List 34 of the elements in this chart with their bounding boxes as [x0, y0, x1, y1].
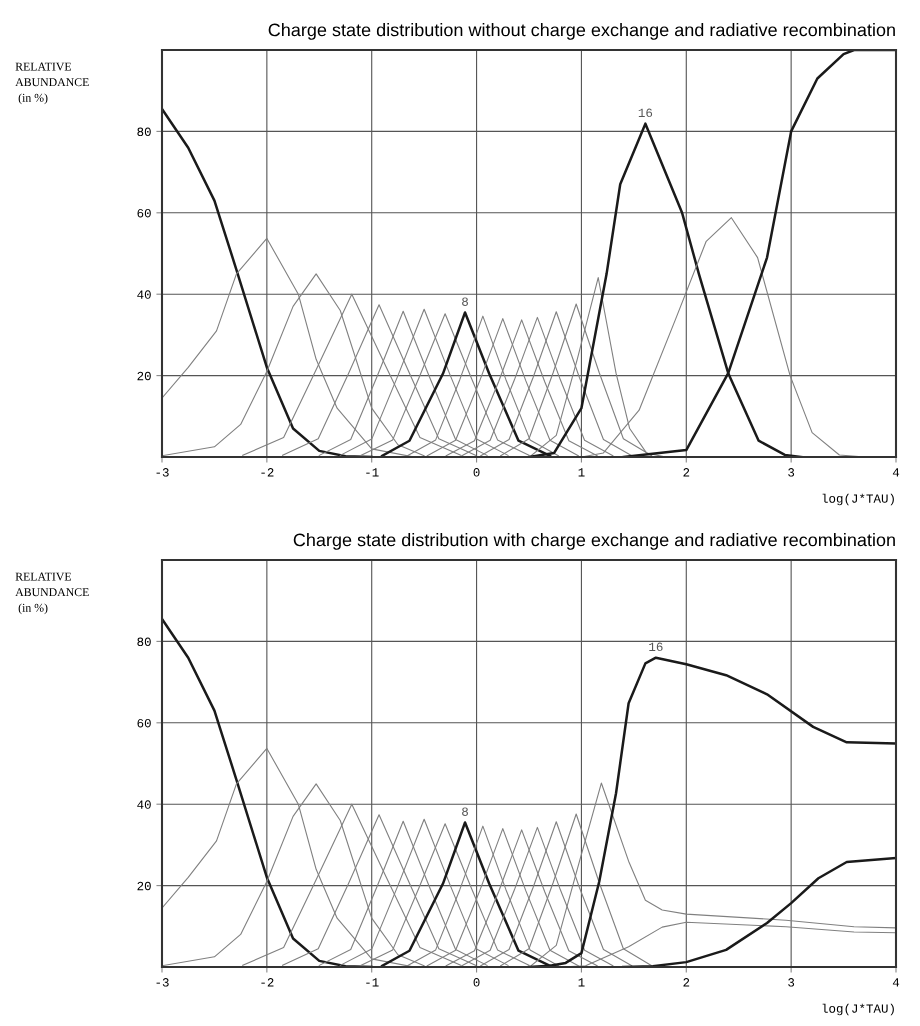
- x-tick-label: 4: [892, 978, 900, 987]
- y-tick-label: 40: [137, 800, 151, 809]
- series-label: 8: [462, 807, 468, 816]
- x-tick-label: 0: [473, 468, 480, 477]
- series-label: 8: [462, 297, 468, 306]
- x-tick-label: 2: [683, 468, 690, 477]
- x-axis-title: log(J*TAU): [822, 1003, 894, 1016]
- x-tick-label: 4: [892, 468, 900, 477]
- y-tick-label: 80: [137, 127, 151, 137]
- series-label: 16: [649, 642, 663, 652]
- y-tick-label: 60: [137, 718, 151, 728]
- x-tick-label: 2: [683, 978, 690, 987]
- y-axis-title: RELATIVE ABUNDANCE (in %): [15, 572, 89, 615]
- x-tick-label: 3: [788, 978, 795, 987]
- x-tick-label: 0: [473, 978, 480, 987]
- y-tick-label: 40: [137, 290, 151, 299]
- y-tick-label: 60: [137, 208, 151, 218]
- y-tick-label: 20: [137, 881, 151, 891]
- x-tick-label: -3: [156, 978, 169, 987]
- x-axis-title: log(J*TAU): [822, 493, 894, 506]
- x-tick-label: 3: [788, 468, 795, 477]
- x-tick-label: 1: [578, 468, 585, 477]
- x-tick-label: -2: [261, 978, 274, 987]
- x-tick-label: -1: [366, 978, 379, 987]
- x-tick-label: -3: [156, 468, 169, 477]
- y-tick-label: 80: [137, 637, 151, 647]
- x-tick-label: 1: [578, 978, 585, 987]
- series-label: 16: [638, 108, 653, 118]
- y-tick-label: 20: [137, 371, 151, 381]
- x-tick-label: -1: [366, 468, 379, 477]
- x-tick-label: -2: [261, 468, 274, 477]
- chart-title: Charge state distribution without charge exchange and radiative recombination: [268, 23, 895, 40]
- y-axis-title: RELATIVE ABUNDANCE (in %): [15, 62, 89, 105]
- chart-title: Charge state distribution with charge exchange and radiative recombination: [293, 533, 895, 550]
